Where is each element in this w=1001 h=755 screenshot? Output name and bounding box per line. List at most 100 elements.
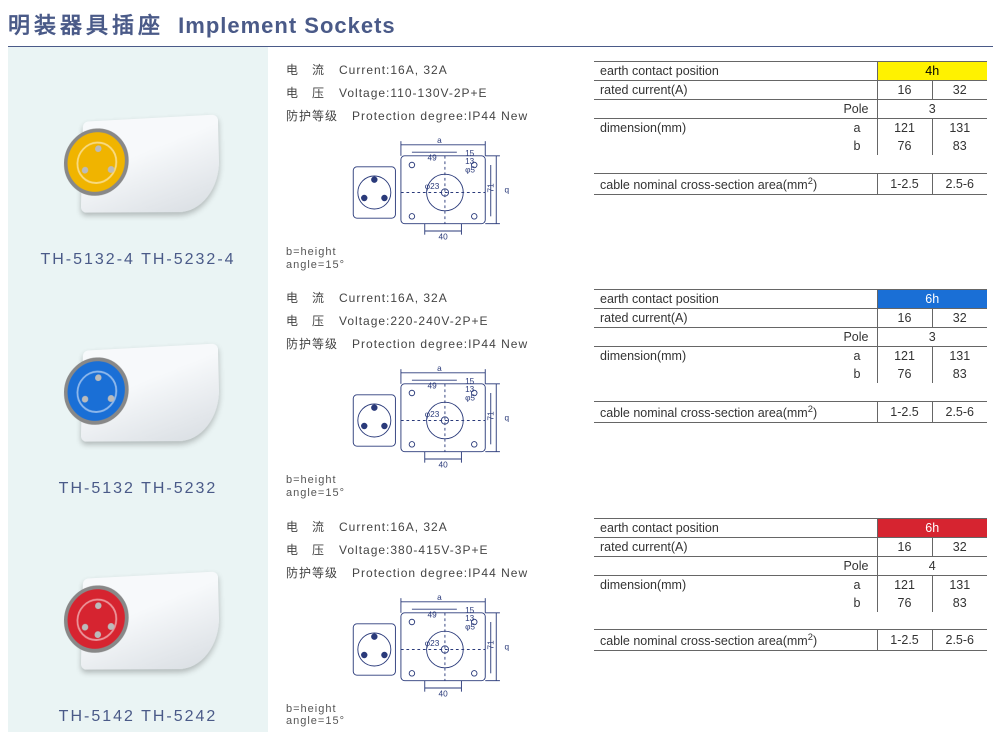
product-row: TH-5142 TH-5242 电 流Current:16A, 32A 电 压V…	[8, 504, 993, 732]
model-label: TH-5132-4 TH-5232-4	[40, 251, 235, 269]
pole-label: Pole	[594, 556, 877, 575]
cable-32: 2.5-6	[932, 173, 987, 194]
rated-32: 32	[932, 81, 987, 100]
table-col: earth contact position 4h rated current(…	[588, 47, 993, 275]
dimension-label: dimension(mm)a	[594, 347, 877, 366]
svg-text:49: 49	[427, 153, 437, 162]
dim-a-16: 121	[877, 575, 932, 594]
spec-protection: 防护等级Protection degree:IP44 New	[286, 335, 580, 352]
cable-32: 2.5-6	[932, 630, 987, 651]
dim-b-32: 83	[932, 365, 987, 383]
socket-body	[81, 343, 220, 441]
svg-text:40: 40	[438, 461, 448, 470]
page-title: 明装器具插座 Implement Sockets	[8, 4, 993, 47]
svg-text:φ23: φ23	[425, 182, 440, 191]
svg-text:a: a	[437, 593, 442, 602]
socket-face	[63, 127, 129, 196]
dim-a-16: 121	[877, 347, 932, 366]
dim-b-16: 76	[877, 365, 932, 383]
bheight-label: b=height	[286, 474, 580, 487]
pole-value: 3	[877, 328, 987, 347]
svg-text:a: a	[437, 136, 442, 145]
technical-drawing-wrap: a 49 15 13 φ5 φ23 q 71 40	[328, 589, 538, 699]
svg-text:q: q	[505, 642, 510, 651]
svg-text:49: 49	[427, 382, 437, 391]
cable-16: 1-2.5	[877, 630, 932, 651]
rated-16: 16	[877, 537, 932, 556]
cable-16: 1-2.5	[877, 401, 932, 422]
dimension-b-label: b	[594, 137, 877, 155]
spec-protection: 防护等级Protection degree:IP44 New	[286, 107, 580, 124]
rated-32: 32	[932, 537, 987, 556]
dimension-label: dimension(mm)a	[594, 575, 877, 594]
technical-drawing-wrap: a 49 15 13 φ5 φ23 q 71 40	[328, 132, 538, 242]
table-col: earth contact position 6h rated current(…	[588, 504, 993, 732]
dimension-b-label: b	[594, 594, 877, 612]
svg-text:40: 40	[438, 232, 448, 241]
svg-text:71: 71	[487, 411, 496, 421]
spec-voltage: 电 压Voltage:220-240V-2P+E	[286, 312, 580, 329]
ecp-label: earth contact position	[594, 290, 877, 309]
dimension-label: dimension(mm)a	[594, 119, 877, 138]
socket-illustration	[28, 316, 248, 476]
rated-16: 16	[877, 309, 932, 328]
socket-hub	[76, 369, 117, 413]
socket-body	[81, 115, 220, 213]
svg-text:40: 40	[438, 689, 448, 698]
spec-col: 电 流Current:16A, 32A 电 压Voltage:380-415V-…	[268, 504, 588, 732]
rated-label: rated current(A)	[594, 309, 877, 328]
dim-b-16: 76	[877, 594, 932, 612]
technical-drawing-wrap: a 49 15 13 φ5 φ23 q 71 40	[328, 360, 538, 470]
svg-text:φ5: φ5	[465, 165, 475, 174]
svg-text:q: q	[505, 186, 510, 195]
ecp-label: earth contact position	[594, 518, 877, 537]
socket-illustration	[28, 87, 248, 247]
svg-text:φ5: φ5	[465, 622, 475, 631]
spec-voltage: 电 压Voltage:110-130V-2P+E	[286, 84, 580, 101]
rated-label: rated current(A)	[594, 81, 877, 100]
model-label: TH-5142 TH-5242	[59, 708, 218, 726]
technical-drawing: a 49 15 13 φ5 φ23 q 71 40	[328, 132, 538, 242]
dim-b-32: 83	[932, 137, 987, 155]
spec-table: earth contact position 4h rated current(…	[594, 61, 987, 195]
ecp-value: 6h	[877, 290, 987, 309]
dim-b-32: 83	[932, 594, 987, 612]
cable-32: 2.5-6	[932, 401, 987, 422]
product-row: TH-5132 TH-5232 电 流Current:16A, 32A 电 压V…	[8, 275, 993, 503]
title-cn: 明装器具插座	[8, 13, 164, 38]
model-label: TH-5132 TH-5232	[59, 480, 218, 498]
pole-value: 3	[877, 100, 987, 119]
table-col: earth contact position 6h rated current(…	[588, 275, 993, 503]
svg-text:φ23: φ23	[425, 410, 440, 419]
cable-label: cable nominal cross-section area(mm2)	[594, 401, 877, 422]
angle-label: angle=15°	[286, 715, 580, 728]
socket-face	[63, 355, 129, 424]
ecp-label: earth contact position	[594, 62, 877, 81]
spec-current: 电 流Current:16A, 32A	[286, 61, 580, 78]
angle-label: angle=15°	[286, 259, 580, 272]
angle-label: angle=15°	[286, 487, 580, 500]
spec-current: 电 流Current:16A, 32A	[286, 518, 580, 535]
svg-text:φ5: φ5	[465, 394, 475, 403]
spec-voltage: 电 压Voltage:380-415V-3P+E	[286, 541, 580, 558]
rated-label: rated current(A)	[594, 537, 877, 556]
rated-16: 16	[877, 81, 932, 100]
ecp-value: 6h	[877, 518, 987, 537]
pole-label: Pole	[594, 328, 877, 347]
socket-body	[81, 571, 220, 669]
dim-a-32: 131	[932, 575, 987, 594]
spec-protection: 防护等级Protection degree:IP44 New	[286, 564, 580, 581]
socket-hub	[76, 141, 117, 185]
dim-a-32: 131	[932, 119, 987, 138]
spec-current: 电 流Current:16A, 32A	[286, 289, 580, 306]
product-row: TH-5132-4 TH-5232-4 电 流Current:16A, 32A …	[8, 47, 993, 275]
spec-table: earth contact position 6h rated current(…	[594, 289, 987, 423]
product-image-col: TH-5132 TH-5232	[8, 275, 268, 503]
dim-b-16: 76	[877, 137, 932, 155]
cable-label: cable nominal cross-section area(mm2)	[594, 173, 877, 194]
svg-text:φ23: φ23	[425, 638, 440, 647]
dimension-b-label: b	[594, 365, 877, 383]
socket-illustration	[28, 544, 248, 704]
dim-a-16: 121	[877, 119, 932, 138]
spec-table: earth contact position 6h rated current(…	[594, 518, 987, 652]
